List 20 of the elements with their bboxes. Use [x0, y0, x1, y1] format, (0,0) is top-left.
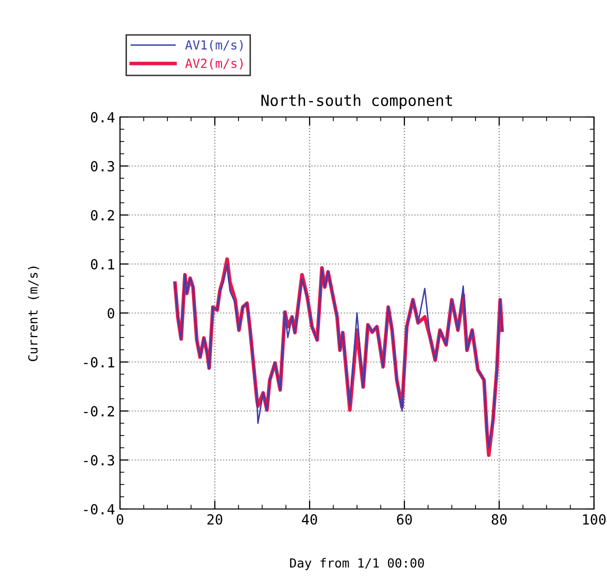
legend-label: AV2(m/s) [185, 58, 243, 70]
y-tick-label: -0.4 [84, 504, 114, 515]
y-tick-label: 0.3 [90, 161, 114, 172]
x-tick-label: 60 [396, 514, 412, 525]
x-tick-label: 100 [583, 514, 606, 525]
chart-title: North-south component [261, 94, 452, 110]
y-axis-title: Current (m/s) [28, 266, 40, 362]
x-axis-title: Day from 1/1 00:00 [290, 558, 424, 570]
y-tick-label: -0.1 [84, 357, 114, 368]
y-tick-label: 0.4 [90, 112, 114, 123]
x-tick-label: 0 [116, 514, 124, 525]
x-tick-label: 40 [302, 514, 318, 525]
y-tick-label: 0.2 [90, 210, 114, 221]
y-tick-label: 0 [108, 308, 114, 319]
y-tick-label: -0.3 [84, 455, 114, 466]
x-tick-label: 20 [207, 514, 222, 525]
legend-label: AV1(m/s) [185, 40, 243, 52]
x-tick-label: 80 [492, 514, 507, 525]
y-tick-label: 0.1 [90, 259, 114, 270]
y-tick-label: -0.2 [84, 406, 114, 417]
